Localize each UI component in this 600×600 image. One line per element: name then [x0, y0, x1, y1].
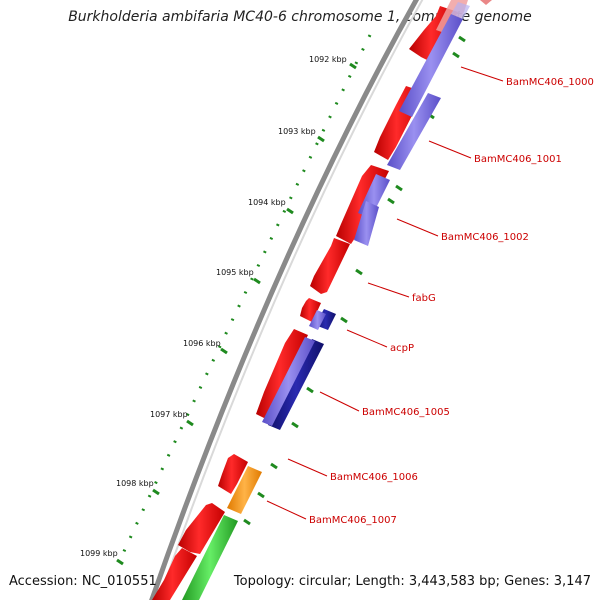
gene-bar[interactable]	[399, 14, 463, 117]
scale-label: 1093 kbp	[278, 127, 316, 136]
major-tick	[186, 419, 194, 427]
gene-arrow[interactable]	[256, 329, 308, 420]
chromosome-backbone	[149, 0, 420, 600]
gene-label[interactable]: fabG	[412, 293, 436, 304]
scale-label: 1095 kbp	[216, 268, 254, 277]
label-leaders	[266, 66, 504, 520]
gene-arrow-faded[interactable]	[480, 0, 492, 5]
major-tick	[220, 347, 228, 355]
gene-arrow[interactable]	[300, 298, 321, 322]
scale-ring	[116, 34, 372, 566]
gene-labels: BamMC406_1000 BamMC406_1001 BamMC406_100…	[309, 77, 594, 526]
gene-arrow[interactable]	[218, 454, 248, 494]
chromosome-backbone-highlight	[157, 0, 424, 600]
gene-bar[interactable]	[309, 310, 326, 330]
scale-label: 1096 kbp	[183, 339, 221, 348]
gene-label[interactable]: BamMC406_1002	[441, 232, 529, 243]
reverse-strand-genes	[182, 2, 470, 600]
gene-bar[interactable]	[268, 339, 324, 430]
gene-arrow[interactable]	[178, 503, 225, 554]
major-tick	[253, 277, 261, 285]
gene-label[interactable]: BamMC406_1005	[362, 407, 450, 418]
major-tick	[152, 488, 160, 496]
gene-boundary-ticks	[243, 35, 466, 526]
major-tick	[116, 558, 124, 566]
gene-label[interactable]: BamMC406_1006	[330, 472, 418, 483]
major-tick	[349, 62, 357, 70]
gene-bar[interactable]	[387, 93, 441, 170]
gene-bar[interactable]	[451, 2, 470, 19]
gene-bar[interactable]	[354, 201, 379, 246]
major-tick	[317, 135, 325, 143]
scale-label: 1097 kbp	[150, 410, 188, 419]
scale-label: 1099 kbp	[80, 549, 118, 558]
gene-bar[interactable]	[182, 515, 238, 600]
gene-label[interactable]: BamMC406_1007	[309, 515, 397, 526]
gene-label[interactable]: acpP	[390, 343, 414, 354]
scale-label: 1094 kbp	[248, 198, 286, 207]
gene-bar[interactable]	[262, 337, 315, 426]
gene-arrow[interactable]	[310, 238, 350, 294]
scale-labels: 1092 kbp 1093 kbp 1094 kbp 1095 kbp 1096…	[80, 55, 347, 558]
accession-text: Accession: NC_010551	[9, 574, 157, 589]
gene-arrow[interactable]	[152, 548, 197, 600]
genome-summary-text: Topology: circular; Length: 3,443,583 bp…	[233, 574, 591, 589]
gene-label[interactable]: BamMC406_1001	[474, 154, 562, 165]
scale-label: 1098 kbp	[116, 479, 154, 488]
gene-label[interactable]: BamMC406_1000	[506, 77, 594, 88]
scale-label: 1092 kbp	[309, 55, 347, 64]
gene-bar[interactable]	[227, 466, 262, 514]
major-tick	[286, 207, 294, 215]
